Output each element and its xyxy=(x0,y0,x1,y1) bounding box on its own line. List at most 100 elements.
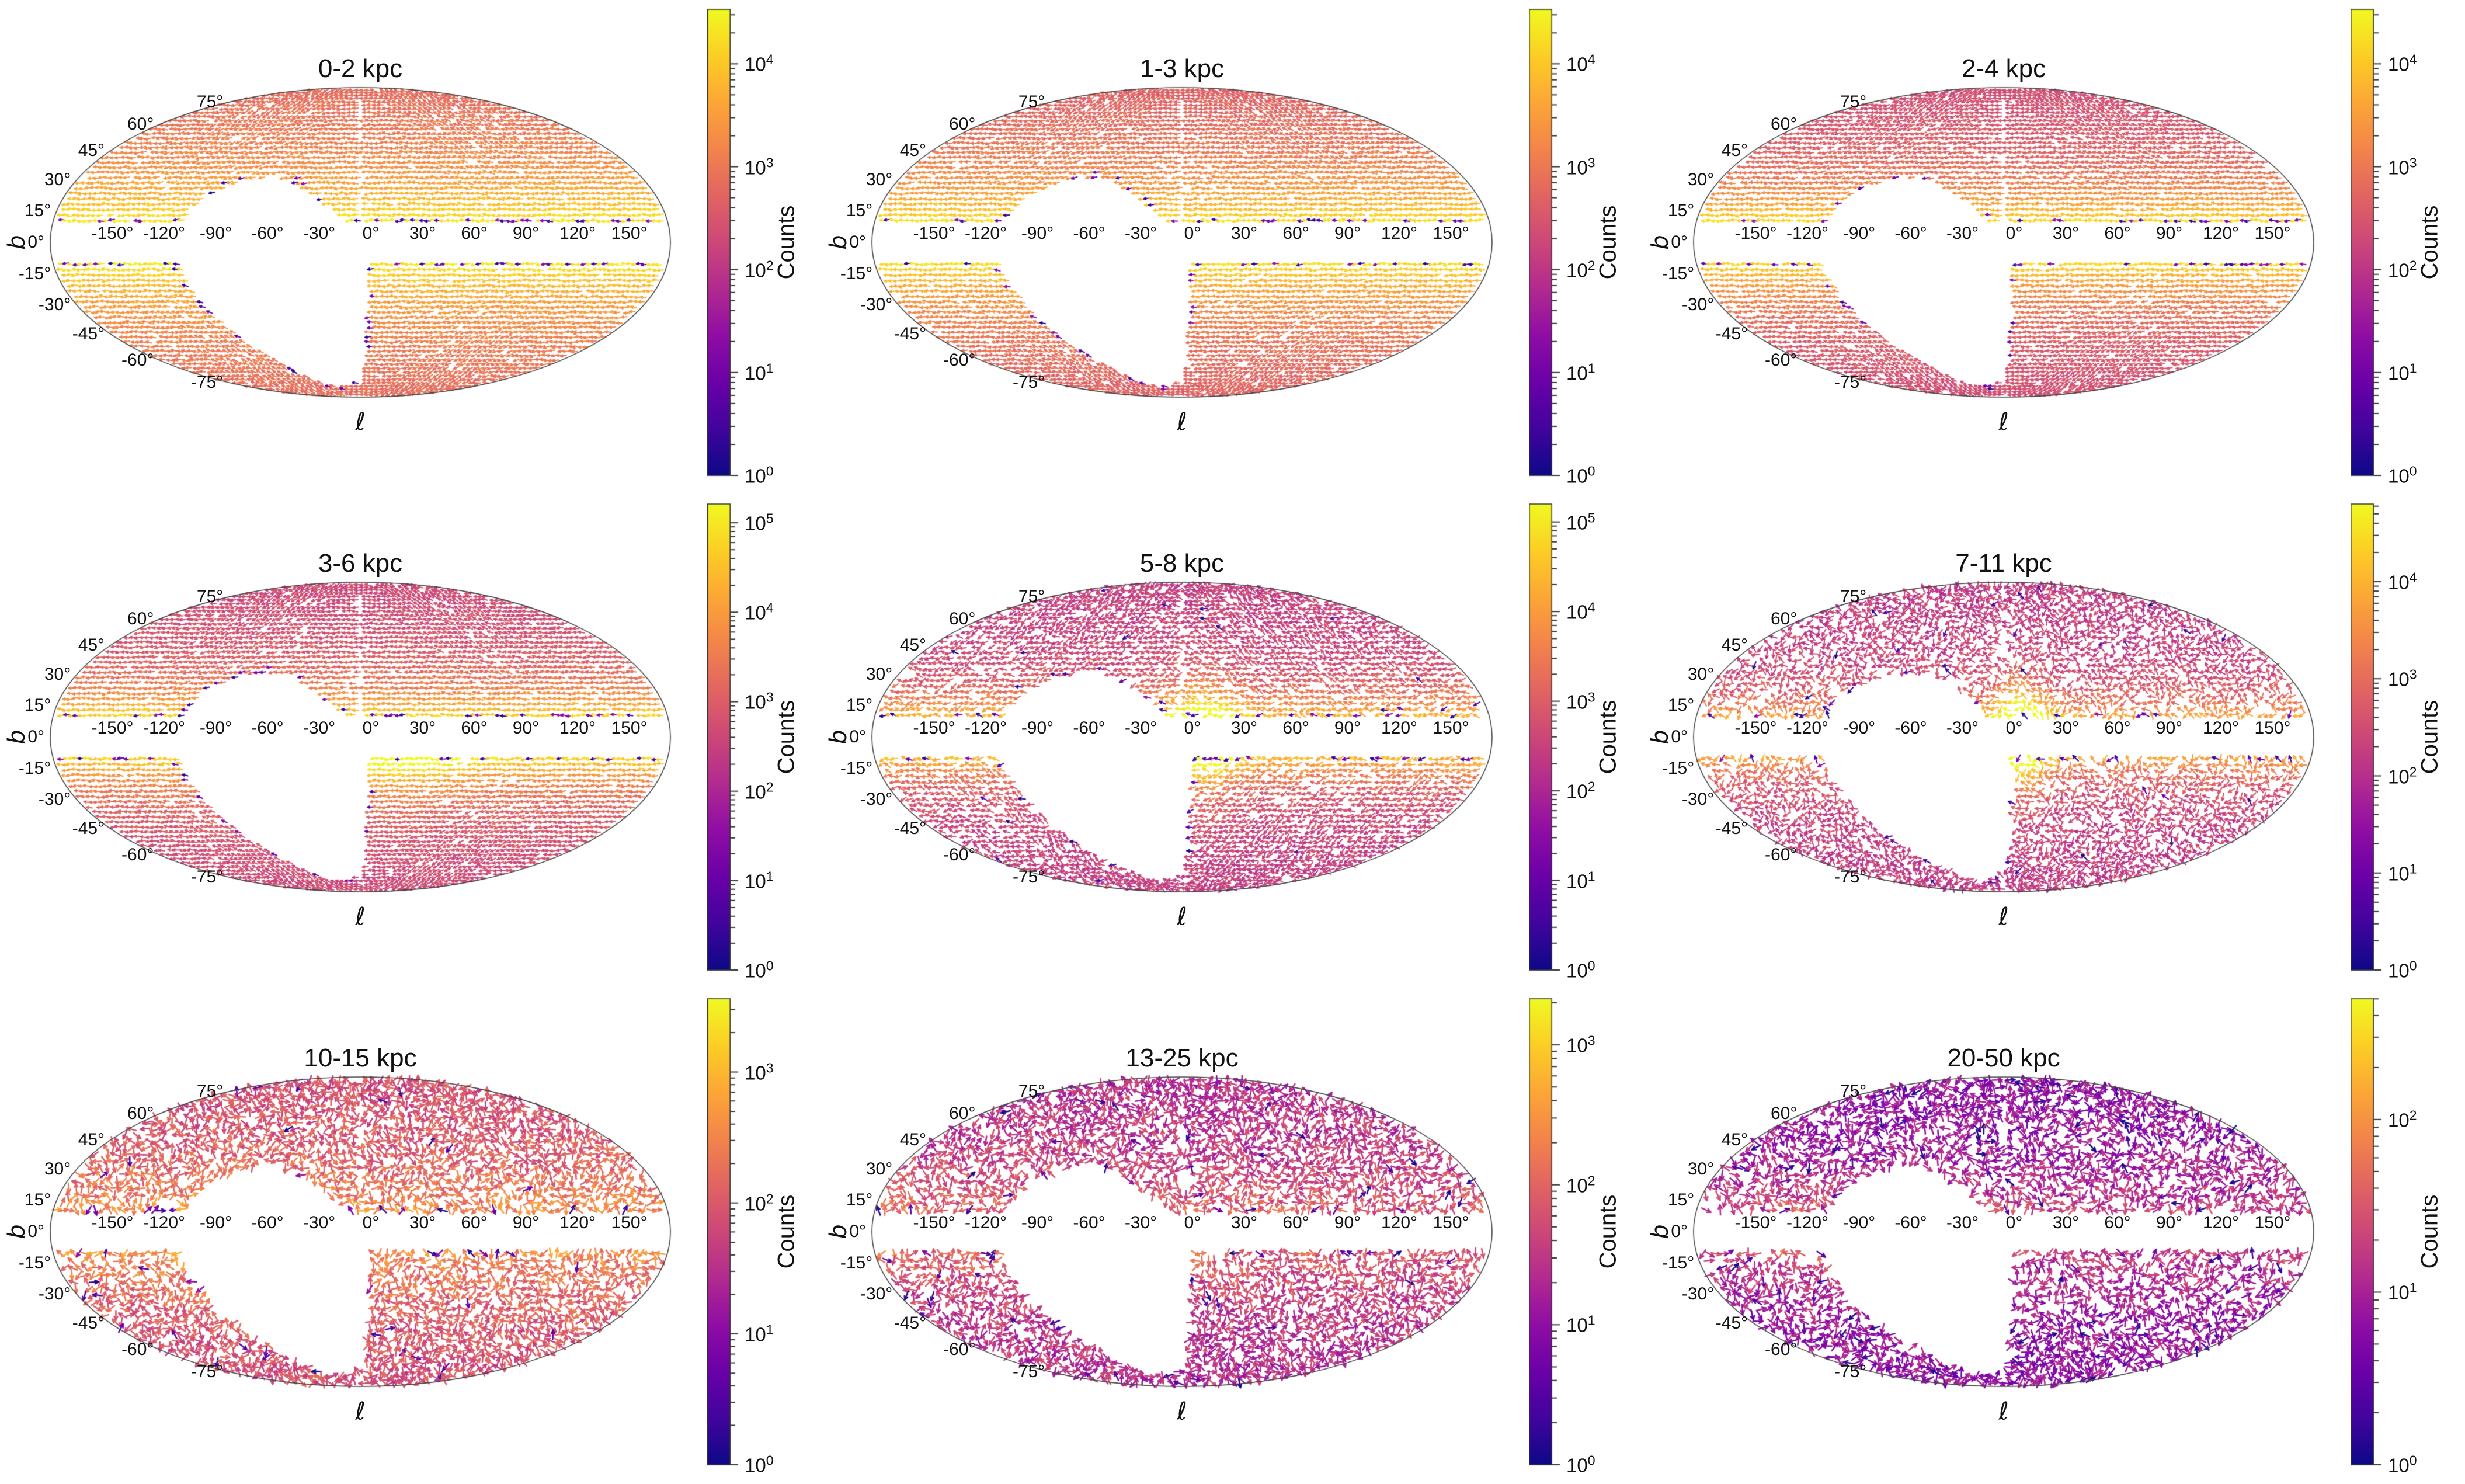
lat-tick-label: -30° xyxy=(860,295,893,315)
lat-tick-label: -30° xyxy=(38,295,71,315)
panel-5-8-kpc: 5-8 kpc 75° 60° 45° 30° 15° 0° -15° -30° -45° -60°… xyxy=(822,495,1643,989)
colorbar-tick-base: 10 xyxy=(1566,691,1588,713)
lat-tick-label: 0° xyxy=(1671,232,1688,252)
lon-tick-label: 30° xyxy=(409,1213,436,1232)
lat-tick-label: 15° xyxy=(24,695,51,715)
lat-tick-label: 45° xyxy=(78,1130,105,1150)
lat-tick-label: 75° xyxy=(1840,586,1867,606)
lat-tick-label: -15° xyxy=(840,264,873,284)
lon-tick-label: 30° xyxy=(1230,1213,1258,1232)
colorbar-canvas xyxy=(1529,998,1563,1466)
lat-tick-label: 75° xyxy=(1840,1081,1867,1101)
panel-title: 10-15 kpc xyxy=(304,1044,417,1072)
colorbar-tick-exponent: 2 xyxy=(2409,258,2417,273)
lon-tick-label: 0° xyxy=(362,224,380,243)
lat-tick-label: -15° xyxy=(18,759,51,779)
colorbar-tick-label: 105 xyxy=(745,511,774,535)
lon-tick-label: 90° xyxy=(2155,1213,2183,1232)
colorbar-tick-label: 100 xyxy=(1566,464,1595,488)
lon-tick-label: 60° xyxy=(2104,224,2131,243)
colorbar-label: Counts xyxy=(1595,205,1621,280)
lat-tick-label: -15° xyxy=(840,1253,873,1273)
lat-tick-label: -15° xyxy=(18,264,51,284)
colorbar-tick-exponent: 5 xyxy=(1587,510,1595,526)
colorbar-tick-exponent: 2 xyxy=(766,1191,774,1207)
panel-1-3-kpc: 1-3 kpc 75° 60° 45° 30° 15° 0° -15° -30° -45° -60°… xyxy=(822,0,1643,495)
lon-tick-label: 150° xyxy=(1433,1213,1469,1232)
lon-tick-label: -90° xyxy=(1842,224,1876,243)
colorbar-tick-base: 10 xyxy=(1566,1314,1588,1336)
colorbar-tick-exponent: 4 xyxy=(1587,599,1595,615)
colorbar-tick-base: 10 xyxy=(745,870,766,892)
lon-tick-label: -60° xyxy=(251,224,284,243)
y-axis-label: b xyxy=(825,729,852,745)
colorbar-label: Counts xyxy=(2417,1194,2443,1269)
lat-tick-label: -45° xyxy=(893,324,927,343)
lon-tick-label: 60° xyxy=(2104,718,2131,738)
colorbar-tick-label: 100 xyxy=(745,1453,774,1477)
colorbar-tick-base: 10 xyxy=(1566,53,1588,75)
colorbar-tick-label: 100 xyxy=(2388,1453,2417,1477)
lat-tick-label: -30° xyxy=(860,1284,893,1304)
colorbar-tick-exponent: 0 xyxy=(1587,958,1595,974)
lon-tick-label: 120° xyxy=(559,718,596,738)
lat-tick-label: 30° xyxy=(865,169,893,189)
panel-20-50-kpc: 20-50 kpc 75° 60° 45° 30° 15° 0° -15° -30° -45° -6… xyxy=(1643,989,2465,1484)
colorbar-tick-exponent: 4 xyxy=(2409,51,2417,67)
lon-tick-label: -60° xyxy=(1073,224,1105,243)
x-axis-label: ℓ xyxy=(1177,902,1187,931)
lat-tick-label: -60° xyxy=(1765,845,1798,865)
colorbar-tick-label: 100 xyxy=(745,958,774,982)
colorbar-tick-base: 10 xyxy=(745,53,766,75)
colorbar-tick-label: 102 xyxy=(2388,258,2417,281)
lon-tick-label: 120° xyxy=(1381,1213,1418,1232)
lat-tick-label: -45° xyxy=(893,1313,927,1333)
lon-tick-label: -90° xyxy=(1021,718,1054,738)
lon-tick-label: -30° xyxy=(1124,224,1157,243)
colorbar-tick-exponent: 1 xyxy=(1587,360,1595,376)
lon-tick-label: 90° xyxy=(512,1213,540,1232)
colorbar-tick-exponent: 0 xyxy=(1587,463,1595,479)
lat-tick-label: 15° xyxy=(846,1190,873,1210)
colorbar-tick-label: 100 xyxy=(2388,958,2417,982)
colorbar-tick-label: 104 xyxy=(745,52,774,76)
panel-title: 3-6 kpc xyxy=(318,549,403,578)
panel-title: 0-2 kpc xyxy=(318,54,403,83)
colorbar-tick-label: 103 xyxy=(745,690,774,714)
colorbar-tick-base: 10 xyxy=(2388,259,2410,281)
colorbar-tick-exponent: 1 xyxy=(766,868,774,884)
sky-map-canvas xyxy=(822,989,1643,1484)
lat-tick-label: 60° xyxy=(1771,114,1798,134)
colorbar-tick-exponent: 0 xyxy=(766,463,774,479)
lon-tick-label: 60° xyxy=(1282,1213,1309,1232)
colorbar-tick-base: 10 xyxy=(745,157,766,179)
lon-tick-label: 30° xyxy=(2052,224,2080,243)
lat-tick-label: -75° xyxy=(190,1362,224,1382)
sky-map-canvas xyxy=(0,989,822,1484)
colorbar-tick-exponent: 4 xyxy=(2409,569,2417,585)
lat-tick-label: -15° xyxy=(1661,759,1695,779)
colorbar-tick-exponent: 3 xyxy=(1587,155,1595,171)
lat-tick-label: 45° xyxy=(899,635,927,655)
colorbar-tick-label: 102 xyxy=(745,1191,774,1215)
colorbar-tick-label: 104 xyxy=(1566,52,1595,76)
lon-tick-label: -120° xyxy=(964,224,1007,243)
colorbar-tick-label: 103 xyxy=(2388,667,2417,691)
colorbar-label: Counts xyxy=(773,700,799,774)
lat-tick-label: 60° xyxy=(949,114,976,134)
colorbar-tick-exponent: 2 xyxy=(766,258,774,273)
colorbar-tick-exponent: 1 xyxy=(2409,360,2417,376)
sky-map-canvas xyxy=(1643,0,2465,495)
lat-tick-label: -15° xyxy=(840,759,873,779)
colorbar-tick-exponent: 2 xyxy=(1587,779,1595,794)
colorbar-tick-base: 10 xyxy=(1566,259,1588,281)
y-axis-label: b xyxy=(4,235,30,250)
lat-tick-label: -30° xyxy=(38,790,71,809)
colorbar-canvas xyxy=(2351,8,2384,477)
colorbar-tick-base: 10 xyxy=(745,512,766,534)
y-axis-label: b xyxy=(1647,729,1674,745)
lat-tick-label: -30° xyxy=(38,1284,71,1304)
y-axis-label: b xyxy=(1647,1224,1674,1239)
colorbar-tick-exponent: 0 xyxy=(1587,1452,1595,1468)
